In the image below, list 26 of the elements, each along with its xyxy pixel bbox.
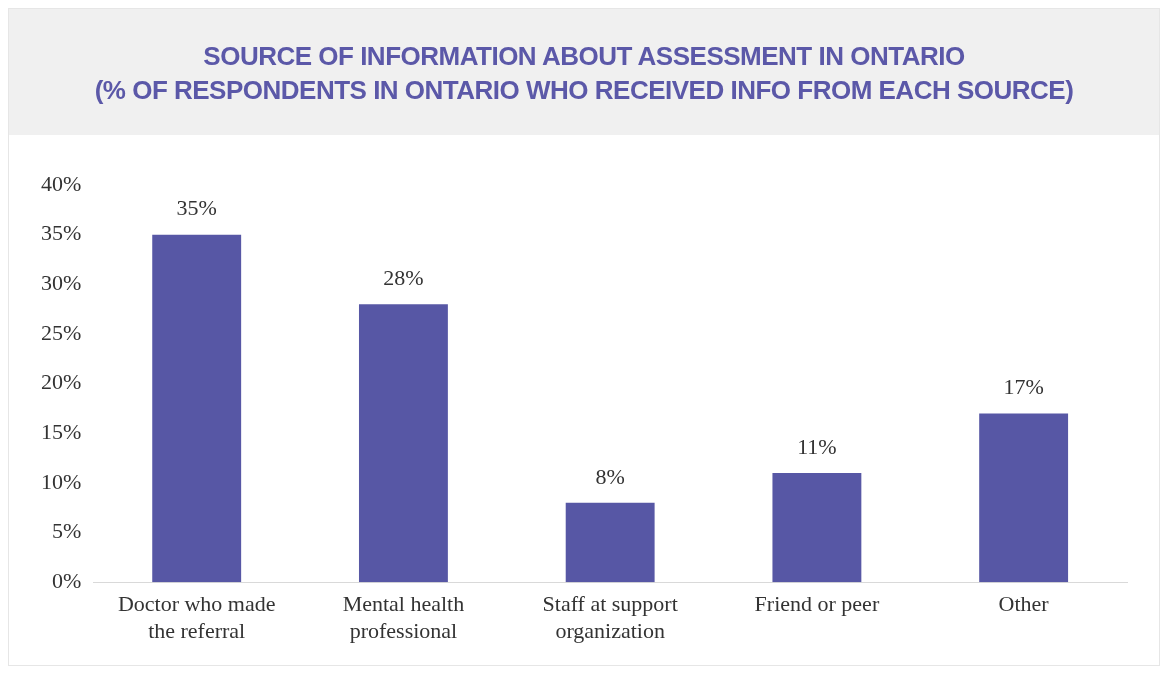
y-tick-label: 15% <box>41 419 82 445</box>
data-label: 11% <box>797 433 837 459</box>
chart-title: SOURCE OF INFORMATION ABOUT ASSESSMENT IN ONTARIO <box>202 40 966 73</box>
y-tick-label: 40% <box>41 170 82 196</box>
x-tick-label: Doctor who made the referral <box>117 591 276 643</box>
bar <box>358 304 448 583</box>
y-tick-label: 20% <box>41 369 82 395</box>
x-tick-label: Staff at support organization <box>542 591 678 643</box>
y-tick-label: 25% <box>41 319 82 345</box>
bar <box>152 234 242 583</box>
y-tick-label: 0% <box>52 567 82 593</box>
x-tick-label: Friend or peer <box>754 591 880 617</box>
data-label: 8% <box>595 463 625 489</box>
data-label: 35% <box>176 195 217 221</box>
data-label: 17% <box>1003 374 1044 400</box>
x-tick-label: Other <box>998 591 1050 617</box>
chart-subtitle: (% OF RESPONDENTS IN ONTARIO WHO RECEIVED INFO FROM EACH SOURCE) <box>93 74 1075 107</box>
x-tick-label: Mental health professional <box>342 591 465 643</box>
y-tick-label: 5% <box>52 518 82 544</box>
bar <box>979 413 1069 583</box>
data-label: 28% <box>383 264 424 290</box>
bar <box>565 502 655 583</box>
y-tick-label: 10% <box>41 468 82 494</box>
y-tick-label: 35% <box>41 220 82 246</box>
bar <box>772 472 862 583</box>
y-tick-label: 30% <box>41 270 82 296</box>
